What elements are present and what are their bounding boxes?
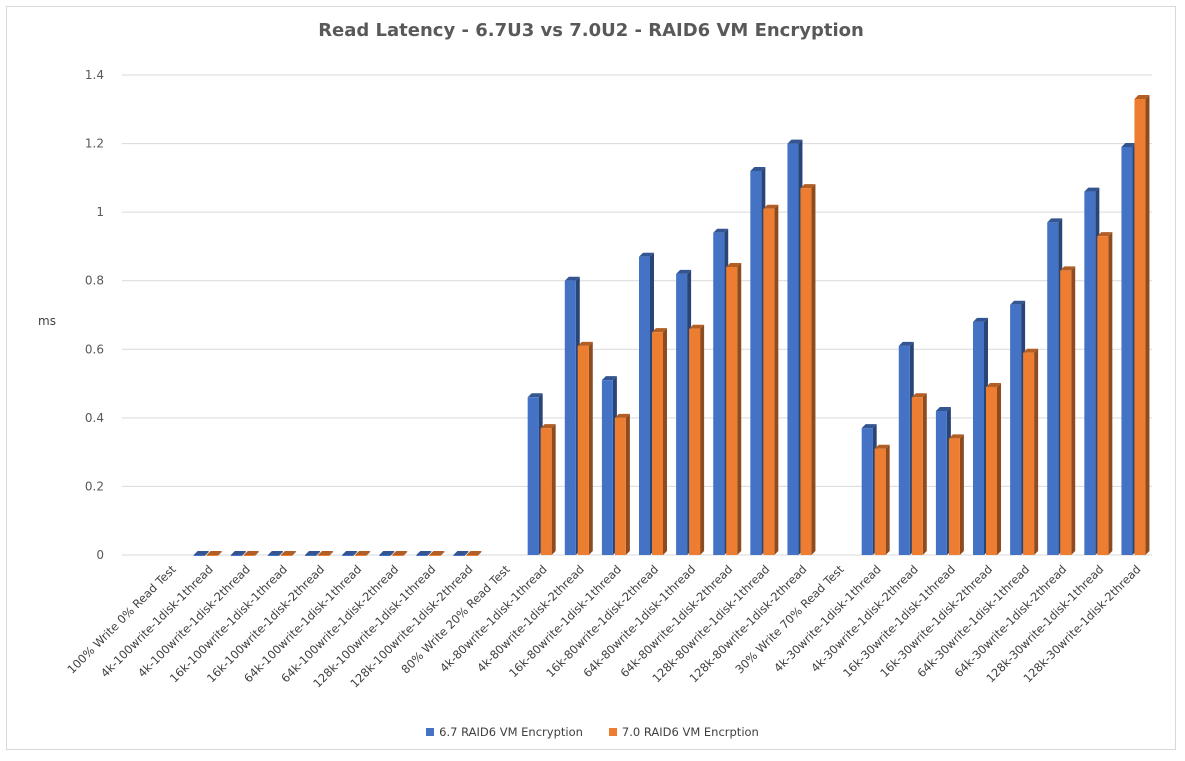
bar-series-1 — [193, 551, 209, 556]
bar-series-1 — [1121, 143, 1137, 555]
legend-swatch-series-2 — [608, 728, 617, 736]
legend-label-series-2: 7.0 RAID6 VM Encrption — [621, 725, 759, 739]
legend-item-series-2: 7.0 RAID6 VM Encrption — [608, 725, 759, 739]
bar-series-1 — [898, 341, 914, 555]
bar-series-1 — [713, 228, 729, 555]
y-tick-label: 0.4 — [85, 411, 104, 425]
y-tick-label: 0 — [96, 548, 104, 562]
chart-title: Read Latency - 6.7U3 vs 7.0U2 - RAID6 VM… — [318, 20, 864, 41]
y-axis-label: ms — [38, 314, 56, 328]
bar-series-1 — [861, 424, 877, 555]
bar-series-2 — [466, 551, 482, 556]
legend: 6.7 RAID6 VM Encryption 7.0 RAID6 VM Enc… — [0, 725, 1185, 739]
bar-series-2 — [1023, 348, 1039, 555]
bar-series-2 — [689, 324, 705, 555]
bar-series-2 — [763, 204, 779, 555]
bar-series-2 — [577, 341, 593, 555]
bar-series-2 — [986, 383, 1001, 555]
bar-series-1 — [973, 317, 988, 555]
bar-series-1 — [267, 551, 283, 556]
bar-series-2 — [614, 413, 630, 555]
bar-series-2 — [243, 551, 259, 556]
bar-series-2 — [355, 551, 371, 556]
legend-item-series-1: 6.7 RAID6 VM Encryption — [426, 725, 583, 739]
bar-series-1 — [601, 376, 617, 555]
bar-series-1 — [1084, 187, 1100, 556]
bar-series-2 — [800, 184, 816, 555]
bar-series-1 — [676, 269, 692, 555]
bar-series-1 — [379, 551, 395, 556]
bar-series-1 — [564, 276, 580, 555]
bar-series-1 — [935, 407, 951, 555]
y-tick-label: 1.2 — [85, 137, 104, 151]
bar-series-2 — [1134, 95, 1150, 555]
bar-series-2 — [652, 328, 667, 555]
bars — [193, 95, 1150, 556]
bar-series-2 — [1060, 266, 1076, 555]
bar-series-2 — [726, 263, 742, 555]
bar-series-2 — [318, 551, 333, 556]
y-tick-label: 0.2 — [85, 479, 104, 493]
bar-series-1 — [305, 551, 320, 556]
bar-series-1 — [416, 551, 432, 556]
bar-series-1 — [1010, 300, 1026, 555]
bar-series-2 — [392, 551, 408, 556]
bar-series-1 — [453, 551, 469, 556]
bar-series-1 — [230, 551, 246, 556]
y-tick-label: 1.4 — [85, 68, 104, 82]
bar-series-1 — [342, 551, 358, 556]
bar-series-2 — [948, 434, 964, 555]
legend-label-series-1: 6.7 RAID6 VM Encryption — [439, 725, 583, 739]
bar-series-2 — [874, 444, 890, 555]
bar-series-1 — [639, 252, 654, 555]
bar-series-2 — [206, 551, 222, 556]
legend-swatch-series-1 — [426, 728, 435, 736]
bar-series-2 — [429, 551, 445, 556]
x-axis-labels: 100% Write 0% Read Test4k-100write-1disk… — [64, 562, 1143, 691]
bar-series-2 — [1097, 232, 1113, 555]
y-tick-label: 0.6 — [85, 342, 104, 356]
bar-series-1 — [787, 139, 803, 556]
bar-series-2 — [540, 424, 556, 555]
y-tick-label: 0.8 — [85, 274, 104, 288]
bar-series-1 — [1047, 218, 1063, 555]
y-axis-ticks: 0 0.2 0.4 0.6 0.8 1 1.2 1.4 — [85, 68, 104, 562]
bar-series-1 — [527, 393, 543, 555]
y-tick-label: 1 — [96, 205, 104, 219]
bar-series-2 — [280, 551, 296, 556]
bar-series-2 — [911, 393, 927, 555]
bar-series-1 — [750, 167, 766, 555]
